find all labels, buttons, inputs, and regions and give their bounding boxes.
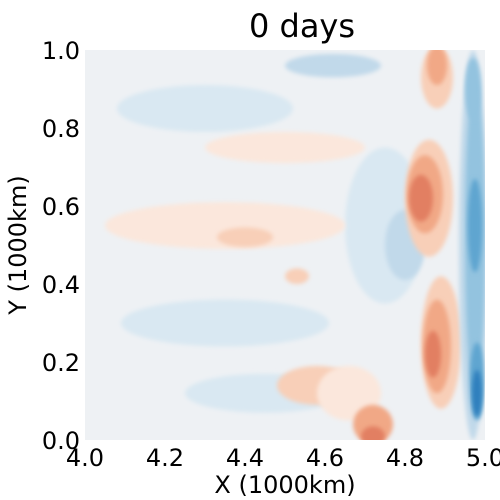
contour-region-neg-26 <box>472 369 482 417</box>
contour-regions <box>105 50 485 440</box>
x-tick-label: 4.0 <box>66 444 104 472</box>
contour-region-pos-16 <box>409 174 433 222</box>
y-tick-label: 0.2 <box>42 349 80 377</box>
x-axis-label: X (1000km) <box>214 471 355 499</box>
y-tick-label: 0.6 <box>42 193 80 221</box>
chart-title: 0 days <box>249 7 355 45</box>
contour-region-neg-1 <box>117 85 293 132</box>
contour-region-pos-9 <box>285 268 309 285</box>
y-tick-label: 0.8 <box>42 115 80 143</box>
y-tick-label: 0.0 <box>42 427 80 455</box>
contour-region-neg-0 <box>121 299 329 347</box>
y-tick-label: 1.0 <box>42 37 80 65</box>
contour-region-neg-24 <box>467 178 483 273</box>
contour-region-pos-7 <box>205 131 365 164</box>
x-tick-label: 4.6 <box>306 444 344 472</box>
y-tick-labels: 0.0 0.2 0.4 0.6 0.8 1.0 <box>42 37 80 455</box>
contour-region-pos-21 <box>427 50 447 86</box>
y-axis-label: Y (1000km) <box>4 175 32 315</box>
contour-region-pos-6 <box>105 202 345 249</box>
contour-region-neg-4 <box>285 53 381 78</box>
contour-region-neg-27 <box>465 57 481 121</box>
x-tick-label: 4.8 <box>386 444 424 472</box>
x-tick-labels: 4.0 4.2 4.4 4.6 4.8 5.0 <box>66 444 500 472</box>
x-tick-label: 5.0 <box>466 444 500 472</box>
contour-region-pos-13 <box>361 426 385 440</box>
contour-region-pos-19 <box>425 330 441 378</box>
x-tick-label: 4.4 <box>226 444 264 472</box>
y-tick-label: 0.4 <box>42 271 80 299</box>
x-tick-label: 4.2 <box>146 444 184 472</box>
contour-region-pos-8 <box>217 227 273 247</box>
